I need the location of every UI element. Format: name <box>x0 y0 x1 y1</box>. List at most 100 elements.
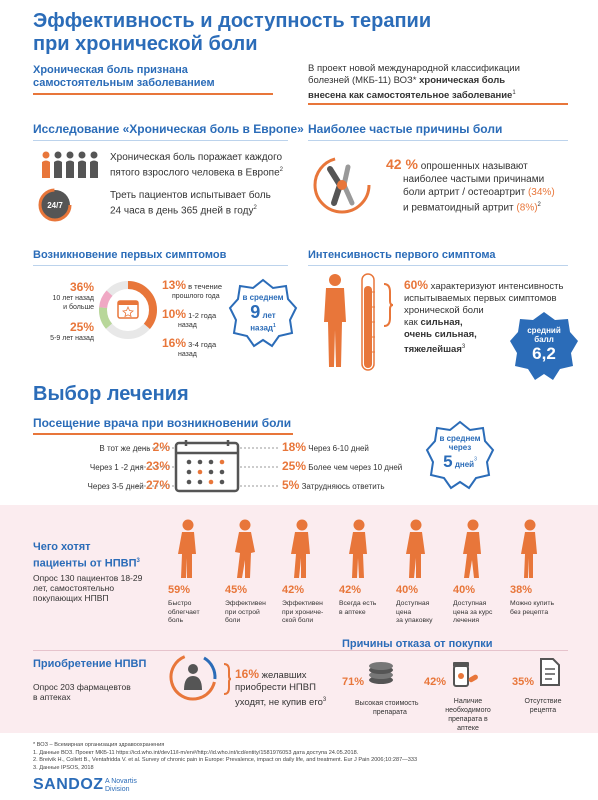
intro-text: В проект новой международной классификац… <box>308 63 520 102</box>
nsaid-item-label-line: при острой <box>225 608 260 616</box>
person-figure-icon <box>343 518 373 585</box>
causes-line-4: и ревматоидный артрит (8%)2 <box>386 199 555 214</box>
nsaid-item-label-line: боль <box>168 617 184 624</box>
person-head <box>54 151 62 159</box>
intensity-text-4b: сильная, <box>420 317 463 328</box>
onset-badge-text: в среднем 9 лет назад1 <box>228 293 298 333</box>
onset-badge <box>228 278 298 348</box>
onset-left-2: 25% 5-9 лет назад <box>38 320 94 343</box>
onset-r1-text1: в течение <box>186 282 223 291</box>
onset-r1-pct: 13% <box>162 278 187 292</box>
person-body <box>42 160 50 178</box>
onset-divider <box>33 265 288 266</box>
intensity-text: 60% характеризуют интенсивность испытыва… <box>404 279 563 356</box>
purchase-title: Приобретение НПВП <box>33 658 147 670</box>
intro-heading-line-2: самостоятельным заболеванием <box>33 77 215 89</box>
nsaid-title-1: Чего хотят <box>33 541 91 553</box>
nsaid-item-pct: 45% <box>225 584 248 596</box>
nsaid-item-label-line: боли <box>225 617 241 624</box>
refusal-item-1: 71% <box>342 672 364 690</box>
footnote-0: * ВОЗ – Всемирная организация здравоохра… <box>33 742 165 748</box>
refusal-1-label: Высокая стоимость препарата <box>355 699 419 717</box>
onset-l1-text1: 10 лет назад <box>52 295 95 302</box>
sandoz-logo: SANDOZ <box>33 776 104 793</box>
intro-sup: 1 <box>512 90 516 96</box>
intensity-text-4a: как <box>404 317 421 328</box>
pills-icon <box>453 662 478 687</box>
visit-badge-value: 5 дней3 <box>425 452 495 472</box>
purchase-text: 16% желавших приобрести НПВП уходят, не … <box>235 668 326 709</box>
refusal-2-line-2: необходимого <box>445 707 491 714</box>
purchase-pct: 16% <box>235 667 260 681</box>
visit-left-2-label: Через 1 -2 дня <box>89 463 144 472</box>
intro-right-underline <box>308 103 568 105</box>
visit-right-2: 25% Более чем через 10 дней <box>282 459 402 473</box>
nsaid-item-label: Всегда есть в аптеке <box>339 600 376 617</box>
person-head <box>90 151 98 159</box>
onset-l1-text2: и больше <box>63 304 94 311</box>
intensity-badge-l2: балл <box>534 335 554 344</box>
person-figure-icon <box>229 518 259 585</box>
nsaid-item-label-line: цена за курс <box>453 608 493 616</box>
sandoz-division: A Novartis Division <box>105 778 137 794</box>
intensity-line-1: 60% характеризуют интенсивность <box>404 279 563 293</box>
onset-r3-text1: 3-4 года <box>186 340 217 349</box>
person-figure-icon <box>400 518 430 585</box>
title-line-2: при хронической боли <box>33 33 258 55</box>
nsaid-item-label-line: в аптеке <box>339 608 366 616</box>
intro-underline <box>33 93 273 95</box>
nsaid-item-label-line: Доступная <box>453 600 487 607</box>
nsaid-item-label-line: Эффективен <box>225 600 266 607</box>
visit-badge-l1: в среднем <box>439 434 481 443</box>
nsaid-title-2: пациенты от НПВП <box>33 557 137 570</box>
intensity-divider <box>308 265 568 266</box>
onset-badge-value: 9 лет <box>228 302 298 323</box>
onset-title: Возникновение первых симптомов <box>33 249 227 261</box>
nsaid-item-label-line: ской боли <box>282 617 314 624</box>
onset-r1: 13% в течение <box>162 278 222 292</box>
refusal-3-pct: 35% <box>512 676 535 688</box>
intensity-line-3: хронической боли <box>404 305 484 316</box>
nsaid-item-label-line: Доступная <box>396 600 430 607</box>
intro-text-line-3: внесена как самостоятельное заболевание1 <box>308 87 520 102</box>
nsaid-item-label-line: цена <box>396 608 412 616</box>
nsaid-item-label-line: при хрониче- <box>282 608 324 616</box>
purchase-line-2: приобрести НПВП <box>235 682 316 693</box>
footnote-1: 1. Данные ВОЗ. Проект МКБ-11 https://icd… <box>33 749 359 756</box>
nsaid-item-label: Эффективен при хрониче-ской боли <box>282 600 323 626</box>
causes-sup: 2 <box>537 202 541 208</box>
study-fact-2: Треть пациентов испытывает боль 24 часа … <box>110 190 271 217</box>
visit-right-3-pct: 5% <box>282 478 300 492</box>
visit-right-1-pct: 18% <box>282 440 307 454</box>
study-fact-2-text: 24 часа в день 365 дней в году <box>110 205 254 217</box>
intensity-line-6: тяжелейшая3 <box>404 341 563 356</box>
onset-badge-l3-wrap: назад1 <box>228 323 298 333</box>
onset-r2-text2: назад <box>178 322 197 329</box>
nsaid-item-label-line: Эффективен <box>282 600 323 607</box>
onset-r3-pct: 16% <box>162 336 187 350</box>
nsaid-desc: Опрос 130 пациентов 18-29 лет, самостоят… <box>33 573 142 603</box>
visit-right-2-label: Более чем через 10 дней <box>308 463 403 472</box>
person-figure-icon <box>286 518 316 585</box>
study-fact-2-line-2: 24 часа в день 365 дней в году2 <box>110 202 271 217</box>
visit-badge <box>425 420 495 490</box>
study-fact-2-line-1: Треть пациентов испытывает боль <box>110 190 271 201</box>
study-fact-1-line-2: пятого взрослого человека в Европе2 <box>110 164 283 179</box>
onset-l2-text: 5-9 лет назад <box>50 335 94 342</box>
intensity-badge-l1: средний <box>527 326 561 335</box>
nsaid-item-label: Доступная цена за упаковку <box>396 600 433 626</box>
person-head <box>78 151 86 159</box>
thermometer-icon <box>361 273 375 371</box>
nsaid-item-pct: 42% <box>282 584 305 596</box>
study-fact-1-line-1: Хроническая боль поражает каждого <box>110 152 283 163</box>
nsaid-item-label-line: Всегда есть <box>339 600 377 607</box>
intensity-badge-num: 6,2 <box>532 344 556 363</box>
onset-badge-sup: 1 <box>273 323 276 329</box>
person-figure-icon <box>172 518 202 585</box>
person-body <box>66 160 74 178</box>
intro-text-line-1: В проект новой международной классификац… <box>308 63 520 74</box>
person-body <box>54 160 62 178</box>
visit-title: Посещение врача при возникновении боли <box>33 416 292 430</box>
purchase-desc-1: Опрос 203 фармацевтов <box>33 682 131 692</box>
causes-divider <box>308 140 568 141</box>
